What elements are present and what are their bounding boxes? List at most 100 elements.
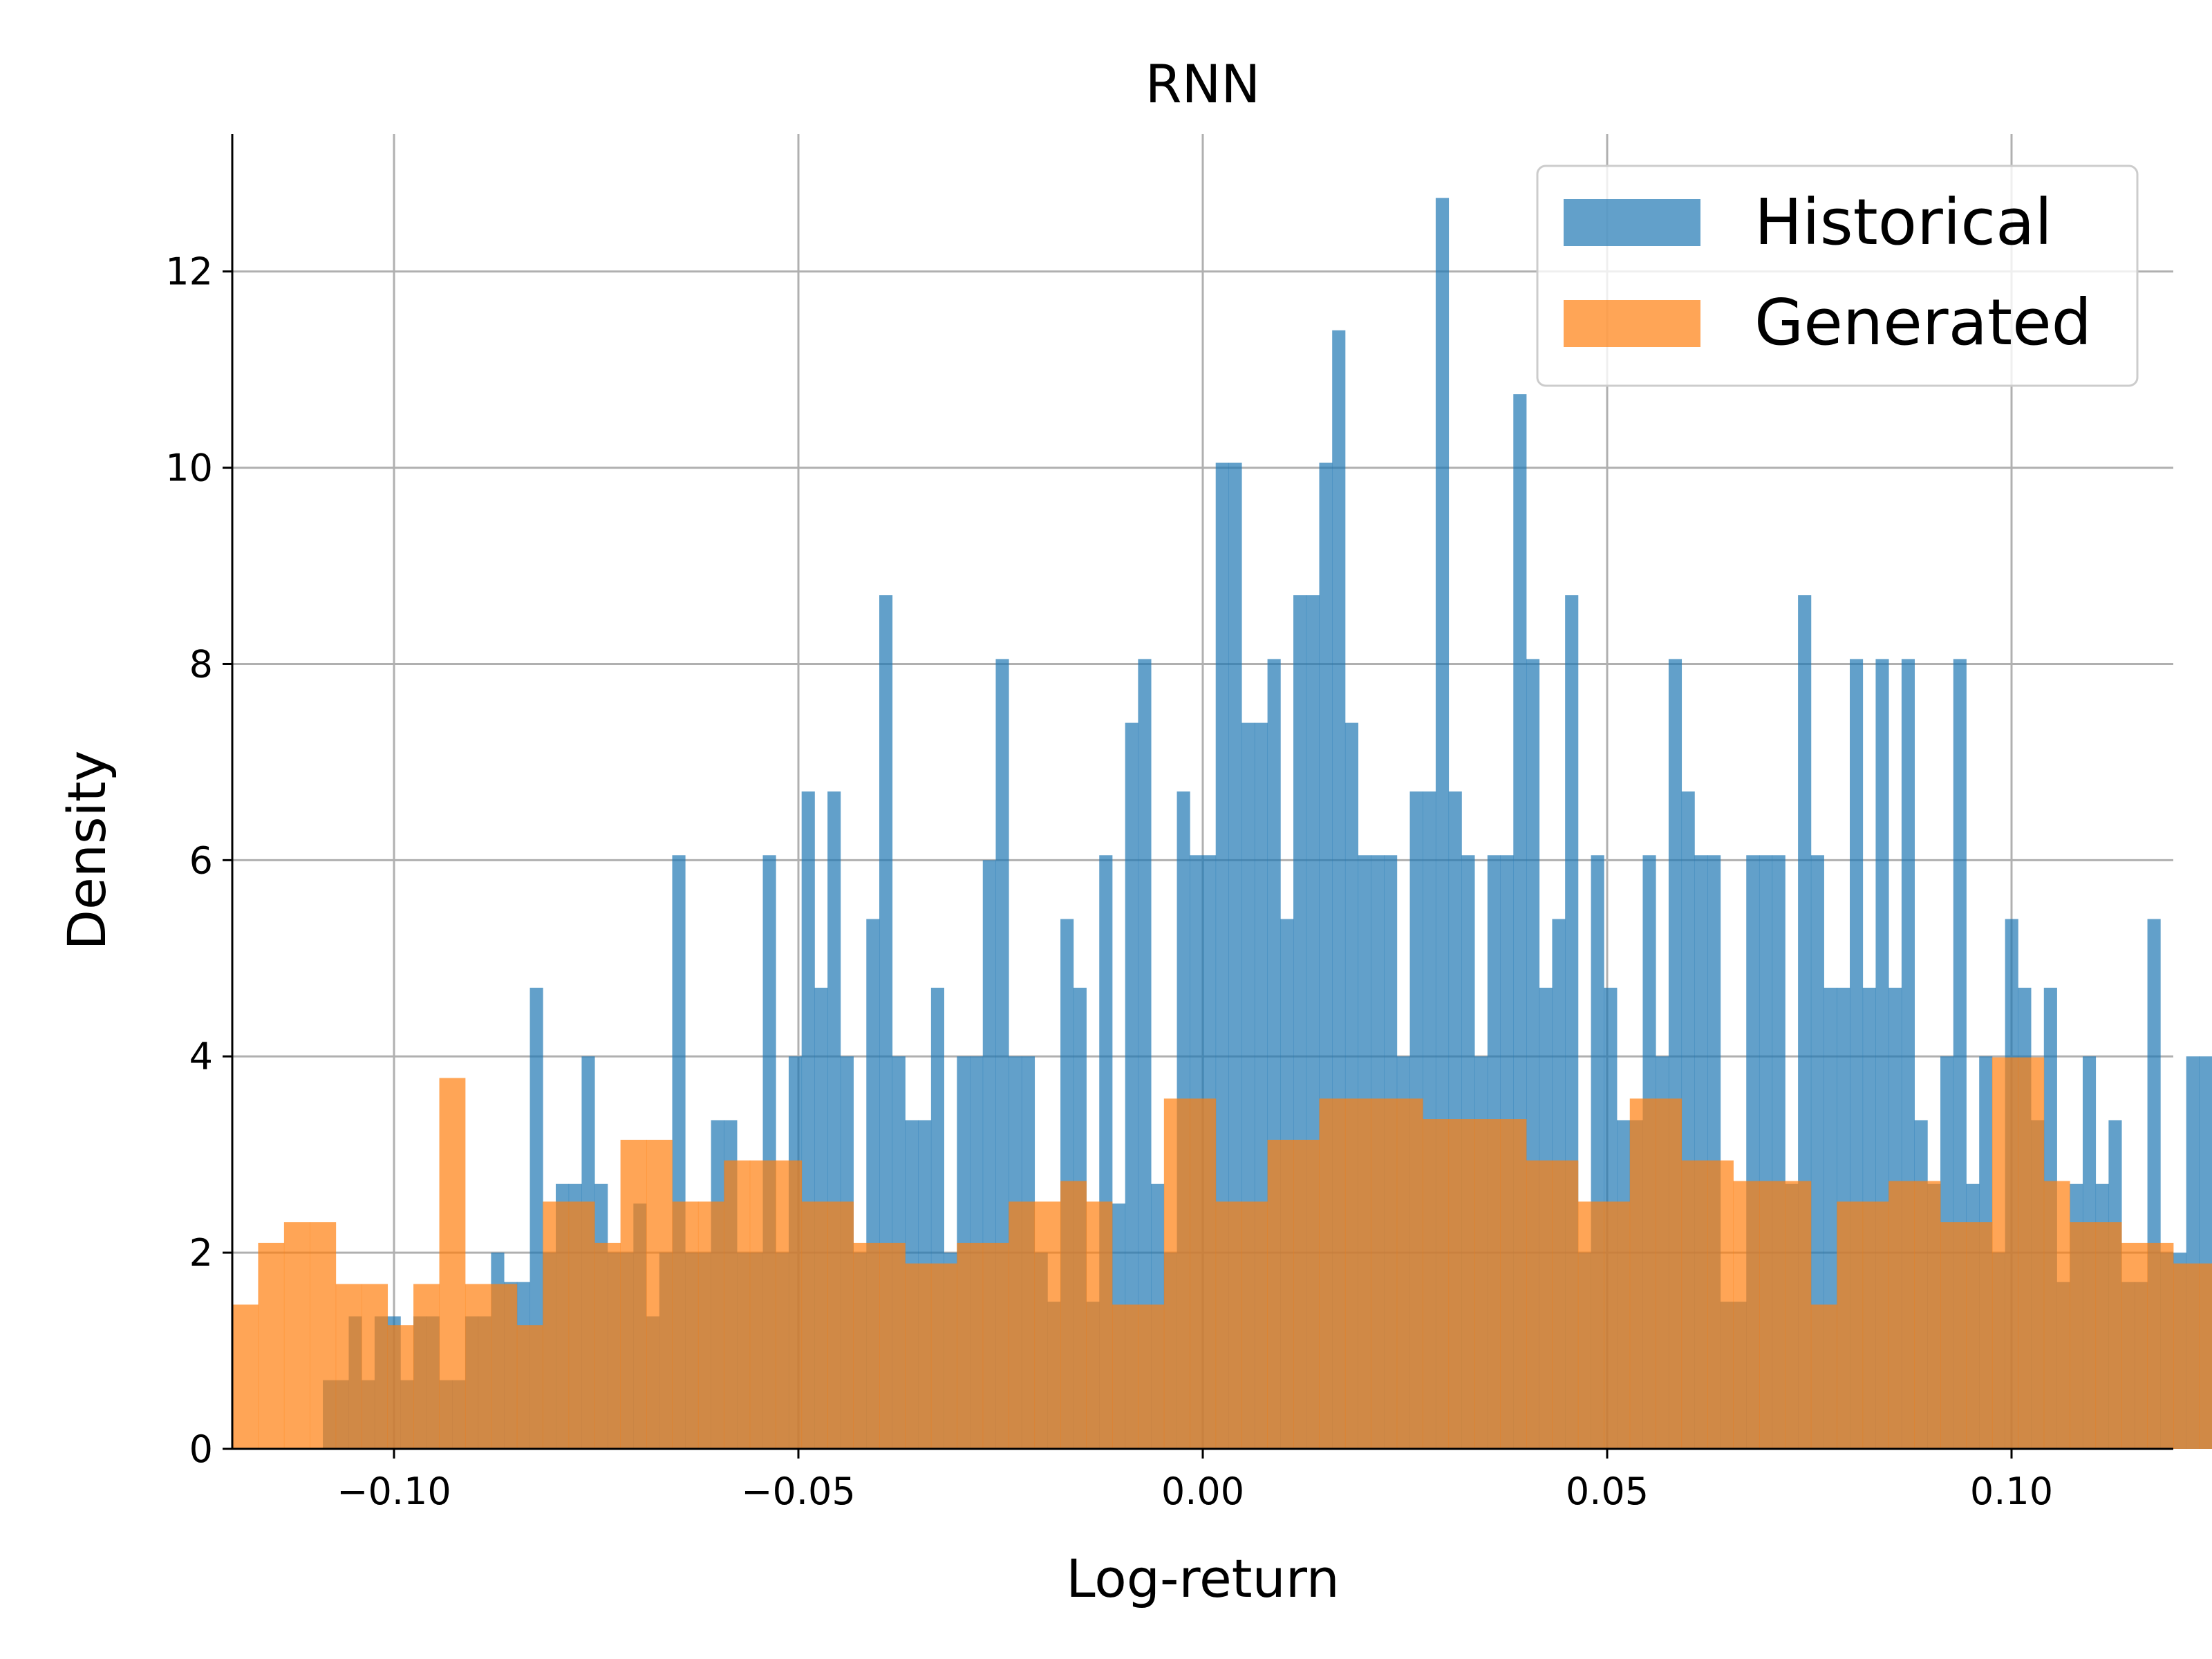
generated-bar <box>853 1242 880 1449</box>
generated-bar <box>258 1242 285 1449</box>
generated-bar <box>1966 1222 1993 1449</box>
generated-bar <box>310 1222 337 1449</box>
generated-bar <box>646 1139 673 1449</box>
generated-bar <box>1060 1181 1087 1449</box>
y-tick-label: 0 <box>189 1427 213 1471</box>
x-tick-label: −0.05 <box>741 1470 855 1513</box>
legend-swatch-generated <box>1564 300 1700 347</box>
legend-swatch-historical <box>1564 199 1700 246</box>
x-tick-label: 0.05 <box>1566 1470 1649 1513</box>
generated-bar <box>1086 1201 1113 1449</box>
generated-bar <box>543 1201 570 1449</box>
generated-bar <box>1396 1098 1423 1449</box>
generated-bar <box>516 1325 543 1449</box>
generated-bar <box>1138 1304 1165 1449</box>
generated-bar <box>491 1284 518 1449</box>
historical-bar <box>1138 659 1152 1449</box>
generated-bar <box>1837 1201 1864 1449</box>
generated-bar <box>1940 1222 1967 1449</box>
generated-bar <box>2121 1242 2148 1449</box>
generated-bar <box>672 1201 699 1449</box>
generated-bar <box>2199 1263 2212 1449</box>
generated-bar <box>283 1222 310 1449</box>
generated-bar <box>776 1160 803 1449</box>
generated-bar <box>2018 1057 2045 1449</box>
historical-bar <box>1125 722 1138 1449</box>
generated-bar <box>697 1201 724 1449</box>
generated-bar <box>1629 1098 1656 1449</box>
y-tick-label: 10 <box>165 447 213 490</box>
generated-bar <box>1991 1057 2018 1449</box>
chart-title: RNN <box>1145 53 1261 115</box>
generated-bar <box>2070 1222 2097 1449</box>
x-tick-label: 0.00 <box>1161 1470 1244 1513</box>
generated-bar <box>724 1160 751 1449</box>
y-tick-label: 2 <box>189 1231 213 1275</box>
generated-bar <box>1810 1304 1837 1449</box>
historical-bar <box>879 595 893 1449</box>
generated-bar <box>2173 1263 2200 1449</box>
y-tick-label: 12 <box>165 250 213 294</box>
x-axis-ticks: −0.10 −0.05 0.00 0.05 0.10 <box>337 1449 2053 1513</box>
generated-bar <box>1163 1098 1190 1449</box>
generated-bar <box>1423 1119 1450 1449</box>
generated-bar <box>1267 1139 1294 1449</box>
generated-bar <box>1707 1160 1734 1449</box>
generated-bar <box>465 1284 491 1449</box>
generated-bar <box>1862 1201 1889 1449</box>
generated-bar <box>1344 1098 1371 1449</box>
x-tick-label: 0.10 <box>1970 1470 2053 1513</box>
generated-bar <box>1319 1098 1346 1449</box>
legend-label-generated: Generated <box>1754 285 2092 359</box>
y-axis-ticks: 0 2 4 6 8 10 12 <box>165 250 232 1471</box>
generated-bar <box>905 1263 932 1449</box>
generated-bar <box>1371 1098 1398 1449</box>
generated-bar <box>2095 1222 2122 1449</box>
generated-bar <box>413 1284 440 1449</box>
generated-bar <box>801 1201 828 1449</box>
generated-bar <box>1577 1201 1604 1449</box>
generated-bar <box>879 1242 906 1449</box>
historical-bar <box>1810 855 1824 1449</box>
generated-bar <box>1448 1119 1475 1449</box>
generated-bar <box>1500 1119 1527 1449</box>
generated-bar <box>335 1284 362 1449</box>
generated-bar <box>1190 1098 1217 1449</box>
y-axis-label: Density <box>56 751 118 950</box>
y-tick-label: 6 <box>189 838 213 882</box>
generated-bar <box>827 1201 854 1449</box>
generated-bar <box>1293 1139 1320 1449</box>
generated-bar <box>2147 1242 2174 1449</box>
generated-bar <box>362 1284 388 1449</box>
generated-bar <box>1785 1181 1812 1449</box>
generated-bar <box>1474 1119 1501 1449</box>
generated-bar <box>2043 1181 2070 1449</box>
generated-bar <box>1009 1201 1035 1449</box>
legend: Historical Generated <box>1536 165 2139 387</box>
generated-bar <box>1759 1181 1785 1449</box>
y-tick-label: 4 <box>189 1035 213 1078</box>
generated-bar <box>982 1242 1009 1449</box>
legend-label-historical: Historical <box>1754 185 2052 259</box>
generated-bar <box>1241 1201 1268 1449</box>
generated-bar <box>1681 1160 1708 1449</box>
generated-bar <box>1914 1181 1941 1449</box>
generated-bar <box>1733 1181 1760 1449</box>
generated-bar <box>1034 1201 1061 1449</box>
x-axis-label: Log-return <box>1066 1548 1340 1609</box>
generated-bar <box>749 1160 776 1449</box>
generated-bars <box>232 1057 2212 1449</box>
generated-bar <box>1526 1160 1553 1449</box>
generated-bar <box>594 1242 621 1449</box>
generated-bar <box>1552 1160 1579 1449</box>
generated-bar <box>1215 1201 1242 1449</box>
generated-bar <box>568 1201 595 1449</box>
y-tick-label: 8 <box>189 642 213 686</box>
generated-bar <box>620 1139 647 1449</box>
generated-bar <box>1112 1304 1138 1449</box>
generated-bar <box>1656 1098 1683 1449</box>
generated-bar <box>930 1263 957 1449</box>
generated-bar <box>957 1242 984 1449</box>
generated-bar <box>387 1325 414 1449</box>
